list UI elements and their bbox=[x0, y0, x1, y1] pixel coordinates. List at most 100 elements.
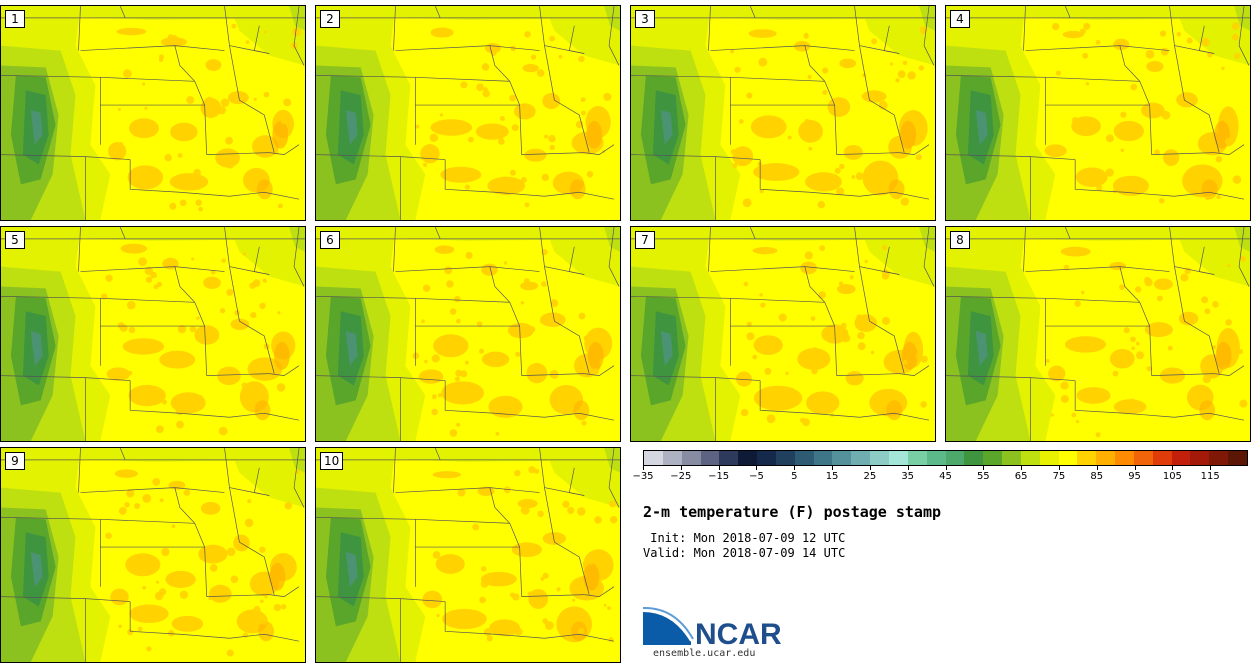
colorbar-bin bbox=[1190, 451, 1210, 465]
colorbar-tick bbox=[869, 466, 871, 470]
colorbar-tick bbox=[983, 466, 985, 470]
colorbar-tick-label: −25 bbox=[670, 471, 692, 482]
colorbar-bin bbox=[907, 451, 927, 465]
colorbar-tick-label: 75 bbox=[1052, 471, 1066, 482]
colorbar-tick bbox=[718, 466, 720, 470]
colorbar-tick-label: −15 bbox=[708, 471, 730, 482]
colorbar-tick bbox=[794, 466, 796, 470]
ncar-logo: NCAR bbox=[643, 606, 782, 650]
init-time: Init: Mon 2018-07-09 12 UTC bbox=[643, 531, 846, 545]
member-number: 10 bbox=[320, 452, 344, 470]
colorbar-bin bbox=[1002, 451, 1021, 465]
member-number: 8 bbox=[950, 231, 970, 249]
colorbar-ticks: −35 −25 −15 −5 5 15 25 35 45 55 65 75 85 95 105 115 bbox=[632, 466, 1248, 486]
temperature-map bbox=[1, 448, 305, 662]
colorbar-bin bbox=[813, 451, 833, 465]
temperature-map bbox=[316, 227, 620, 441]
colorbar-bin bbox=[888, 451, 908, 465]
stamp-panel: 8 bbox=[945, 226, 1251, 442]
temperature-map bbox=[316, 448, 620, 662]
colorbar-tick-label: 85 bbox=[1090, 471, 1104, 482]
colorbar-bin bbox=[738, 451, 758, 465]
colorbar-tick-label: 65 bbox=[1014, 471, 1028, 482]
temperature-map bbox=[631, 227, 935, 441]
member-number: 2 bbox=[320, 10, 340, 28]
member-number: 9 bbox=[5, 452, 25, 470]
valid-time: Valid: Mon 2018-07-09 14 UTC bbox=[643, 546, 846, 560]
product-title: 2-m temperature (F) postage stamp bbox=[643, 503, 942, 521]
colorbar-bin bbox=[1209, 451, 1229, 465]
stamp-panel: 5 bbox=[0, 226, 306, 442]
colorbar-tick bbox=[1134, 466, 1136, 470]
temperature-map bbox=[631, 6, 935, 220]
stamp-panel: 10 bbox=[315, 447, 621, 663]
colorbar-bin bbox=[1039, 451, 1059, 465]
colorbar-tick bbox=[643, 466, 644, 470]
stamp-panel: 7 bbox=[630, 226, 936, 442]
stamp-panel: 2 bbox=[315, 5, 621, 221]
colorbar-tick bbox=[945, 466, 947, 470]
colorbar-tick bbox=[680, 466, 682, 470]
member-number: 1 bbox=[5, 10, 25, 28]
colorbar-tick bbox=[1172, 466, 1174, 470]
colorbar-bin bbox=[1020, 451, 1040, 465]
colorbar-bin bbox=[1096, 451, 1116, 465]
colorbar-bin bbox=[700, 451, 720, 465]
colorbar-bin bbox=[681, 451, 701, 465]
colorbar-bin bbox=[1152, 451, 1172, 465]
colorbar-tick-label: 35 bbox=[901, 471, 915, 482]
temperature-map bbox=[946, 227, 1250, 441]
colorbar-tick bbox=[1096, 466, 1098, 470]
stamp-panel: 1 bbox=[0, 5, 306, 221]
member-number: 4 bbox=[950, 10, 970, 28]
temperature-map bbox=[1, 6, 305, 220]
colorbar-bin bbox=[757, 451, 776, 465]
colorbar-tick-label: −35 bbox=[632, 471, 654, 482]
colorbar-tick bbox=[1021, 466, 1023, 470]
temperature-map bbox=[1, 227, 305, 441]
ncar-logo-text: NCAR bbox=[695, 618, 782, 650]
colorbar-bin bbox=[870, 451, 889, 465]
colorbar-bin bbox=[1133, 451, 1153, 465]
colorbar-bin bbox=[1058, 451, 1078, 465]
colorbar-bin bbox=[1171, 451, 1191, 465]
colorbar-bin bbox=[945, 451, 965, 465]
stamp-panel: 3 bbox=[630, 5, 936, 221]
colorbar-tick-label: 15 bbox=[825, 471, 839, 482]
colorbar-tick bbox=[1210, 466, 1212, 470]
colorbar-tick-label: 115 bbox=[1200, 471, 1220, 482]
colorbar-tick-label: 25 bbox=[863, 471, 877, 482]
member-number: 6 bbox=[320, 231, 340, 249]
colorbar-bin bbox=[794, 451, 814, 465]
temperature-map bbox=[316, 6, 620, 220]
colorbar-bin bbox=[832, 451, 852, 465]
colorbar-tick-label: 5 bbox=[791, 471, 798, 482]
colorbar-tick-label: 55 bbox=[976, 471, 990, 482]
colorbar-bin bbox=[964, 451, 984, 465]
colorbar-tick bbox=[756, 466, 758, 470]
colorbar-bin bbox=[1228, 451, 1247, 465]
stamp-panel: 4 bbox=[945, 5, 1251, 221]
colorbar-bin bbox=[1115, 451, 1134, 465]
colorbar-bin bbox=[644, 451, 663, 465]
colorbar-bin bbox=[662, 451, 682, 465]
colorbar-tick-label: 45 bbox=[939, 471, 952, 482]
temperature-map bbox=[946, 6, 1250, 220]
colorbar-bin bbox=[719, 451, 739, 465]
stamp-panel: 6 bbox=[315, 226, 621, 442]
colorbar-tick bbox=[907, 466, 909, 470]
colorbar-tick-label: −5 bbox=[749, 471, 764, 482]
colorbar-tick-label: 95 bbox=[1128, 471, 1141, 482]
colorbar-tick bbox=[1058, 466, 1060, 470]
colorbar-bin bbox=[983, 451, 1003, 465]
ensemble-url[interactable]: ensemble.ucar.edu bbox=[653, 648, 756, 659]
colorbar-bin bbox=[926, 451, 946, 465]
colorbar-bin bbox=[1077, 451, 1097, 465]
member-number: 7 bbox=[635, 231, 655, 249]
colorbar-bin bbox=[851, 451, 871, 465]
colorbar-tick bbox=[832, 466, 834, 470]
member-number: 5 bbox=[5, 231, 25, 249]
colorbar-tick-label: 105 bbox=[1162, 471, 1182, 482]
colorbar-bin bbox=[775, 451, 795, 465]
member-number: 3 bbox=[635, 10, 655, 28]
